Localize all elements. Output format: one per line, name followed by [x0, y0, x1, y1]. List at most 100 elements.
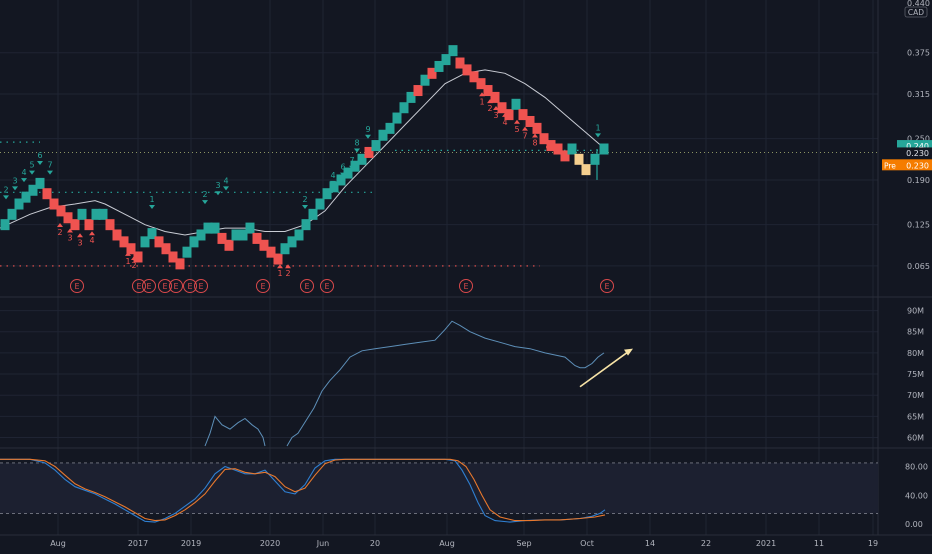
renko-brick-up[interactable] — [28, 184, 38, 196]
renko-brick-up[interactable] — [371, 140, 381, 152]
renko-brick-down[interactable] — [63, 212, 73, 224]
renko-brick-up[interactable] — [301, 219, 311, 231]
renko-brick-up[interactable] — [399, 102, 409, 114]
renko-brick-up[interactable] — [350, 160, 360, 172]
earnings-marker[interactable] — [183, 279, 197, 293]
renko-brick-down[interactable] — [476, 78, 486, 90]
renko-brick-down[interactable] — [133, 251, 143, 263]
renko-brick-down[interactable] — [175, 258, 185, 270]
renko-brick-up[interactable] — [511, 98, 521, 110]
renko-brick-down[interactable] — [168, 251, 178, 263]
renko-brick-down[interactable] — [105, 219, 115, 231]
renko-brick-up[interactable] — [434, 60, 444, 72]
renko-brick-up[interactable] — [308, 208, 318, 220]
renko-brick-up[interactable] — [7, 208, 17, 220]
renko-brick-up[interactable] — [322, 188, 332, 200]
earnings-marker[interactable] — [600, 279, 614, 293]
renko-brick-down[interactable] — [574, 153, 584, 165]
renko-brick-up[interactable] — [182, 246, 192, 258]
renko-brick-down[interactable] — [217, 232, 227, 244]
renko-brick-up[interactable] — [378, 129, 388, 141]
renko-brick-down[interactable] — [56, 205, 66, 217]
earnings-marker[interactable] — [158, 279, 172, 293]
renko-brick-up[interactable] — [357, 153, 367, 165]
renko-brick-up[interactable] — [441, 54, 451, 66]
renko-brick-up[interactable] — [567, 143, 577, 155]
renko-brick-up[interactable] — [189, 236, 199, 248]
renko-brick-down[interactable] — [525, 115, 535, 127]
renko-brick-up[interactable] — [448, 45, 458, 57]
renko-brick-up[interactable] — [406, 91, 416, 103]
renko-brick-up[interactable] — [77, 208, 87, 220]
renko-brick-up[interactable] — [196, 229, 206, 241]
renko-brick-down[interactable] — [364, 146, 374, 158]
renko-brick-up[interactable] — [392, 112, 402, 124]
renko-brick-up[interactable] — [590, 153, 600, 165]
renko-brick-down[interactable] — [70, 219, 80, 231]
renko-brick-up[interactable] — [98, 208, 108, 220]
renko-brick-down[interactable] — [427, 67, 437, 79]
earnings-marker[interactable] — [132, 279, 146, 293]
earnings-marker[interactable] — [256, 279, 270, 293]
renko-brick-down[interactable] — [119, 236, 129, 248]
renko-brick-down[interactable] — [504, 109, 514, 121]
renko-brick-up[interactable] — [343, 167, 353, 179]
renko-brick-up[interactable] — [238, 229, 248, 241]
earnings-marker[interactable] — [70, 279, 84, 293]
renko-brick-up[interactable] — [231, 229, 241, 241]
renko-brick-down[interactable] — [518, 109, 528, 121]
renko-brick-down[interactable] — [112, 229, 122, 241]
earnings-marker[interactable] — [194, 279, 208, 293]
renko-brick-down[interactable] — [252, 232, 262, 244]
renko-brick-up[interactable] — [329, 181, 339, 193]
renko-brick-down[interactable] — [462, 64, 472, 76]
renko-brick-up[interactable] — [385, 122, 395, 134]
renko-brick-down[interactable] — [161, 243, 171, 255]
renko-brick-up[interactable] — [280, 243, 290, 255]
renko-brick-up[interactable] — [420, 74, 430, 86]
renko-brick-down[interactable] — [49, 198, 59, 210]
renko-brick-down[interactable] — [553, 143, 563, 155]
renko-brick-up[interactable] — [336, 174, 346, 186]
renko-brick-up[interactable] — [294, 229, 304, 241]
renko-brick-up[interactable] — [599, 143, 609, 155]
renko-brick-down[interactable] — [266, 246, 276, 258]
renko-brick-up[interactable] — [315, 198, 325, 210]
earnings-marker[interactable] — [300, 279, 314, 293]
renko-brick-up[interactable] — [140, 236, 150, 248]
renko-brick-down[interactable] — [224, 239, 234, 251]
renko-brick-up[interactable] — [245, 222, 255, 234]
renko-brick-down[interactable] — [455, 57, 465, 69]
renko-brick-down[interactable] — [413, 85, 423, 97]
renko-brick-up[interactable] — [203, 222, 213, 234]
renko-brick-down[interactable] — [581, 164, 591, 176]
renko-brick-down[interactable] — [483, 85, 493, 97]
earnings-marker[interactable] — [142, 279, 156, 293]
renko-brick-down[interactable] — [154, 236, 164, 248]
renko-brick-up[interactable] — [14, 198, 24, 210]
renko-brick-down[interactable] — [469, 71, 479, 83]
earnings-marker[interactable] — [169, 279, 183, 293]
renko-brick-up[interactable] — [287, 236, 297, 248]
earnings-marker[interactable] — [459, 279, 473, 293]
renko-brick-up[interactable] — [210, 222, 220, 234]
renko-brick-up[interactable] — [0, 219, 10, 231]
renko-brick-up[interactable] — [147, 228, 157, 240]
renko-brick-up[interactable] — [91, 208, 101, 220]
renko-brick-down[interactable] — [84, 219, 94, 231]
renko-brick-down[interactable] — [546, 140, 556, 152]
renko-brick-down[interactable] — [126, 243, 136, 255]
renko-brick-down[interactable] — [532, 122, 542, 134]
renko-brick-down[interactable] — [42, 188, 52, 200]
renko-brick-up[interactable] — [35, 177, 45, 189]
renko-brick-down[interactable] — [273, 253, 283, 265]
renko-brick-down[interactable] — [497, 102, 507, 114]
earnings-marker[interactable] — [320, 279, 334, 293]
renko-brick-down[interactable] — [490, 91, 500, 103]
renko-brick-down[interactable] — [259, 239, 269, 251]
renko-brick-down[interactable] — [560, 150, 570, 162]
renko-brick-up[interactable] — [21, 191, 31, 203]
renko-brick-down[interactable] — [539, 133, 549, 145]
